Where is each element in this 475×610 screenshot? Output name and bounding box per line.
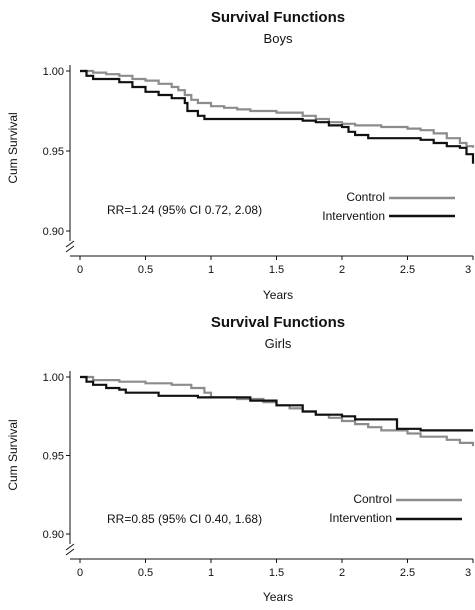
legend-label-control: Control bbox=[353, 492, 392, 506]
rr-annotation: RR=0.85 (95% CI 0.40, 1.68) bbox=[107, 512, 262, 526]
y-tick-label: 0.95 bbox=[43, 451, 64, 463]
x-tick-label: 1 bbox=[208, 567, 214, 579]
y-tick-label: 0.90 bbox=[43, 529, 64, 541]
survival-chart-girls: Survival Functions Girls Cum Survival Ye… bbox=[6, 314, 475, 604]
x-tick-label: 3 bbox=[465, 567, 471, 579]
axis-break-mark bbox=[65, 240, 75, 253]
y-axis-label: Cum Survival bbox=[6, 419, 20, 490]
x-tick-label: 2.5 bbox=[400, 264, 415, 276]
x-tick-label: 0 bbox=[77, 567, 83, 579]
series-line-control bbox=[80, 69, 475, 148]
x-axis-label: Years bbox=[263, 288, 293, 300]
legend-label-intervention: Intervention bbox=[322, 209, 385, 223]
x-tick-label: 1.5 bbox=[269, 264, 284, 276]
x-tick-label: 1.5 bbox=[269, 567, 284, 579]
legend-label-control: Control bbox=[346, 190, 385, 204]
series-line-intervention bbox=[80, 375, 473, 432]
series-line-control bbox=[80, 375, 475, 447]
y-ticks: 0.90 0.95 1.00 bbox=[43, 372, 70, 541]
series-line-intervention bbox=[80, 69, 475, 164]
x-tick-label: 1 bbox=[208, 264, 214, 276]
y-tick-label: 1.00 bbox=[43, 372, 64, 384]
x-tick-label: 0.5 bbox=[138, 567, 153, 579]
y-axis-label: Cum Survival bbox=[6, 112, 20, 183]
x-tick-label: 2.5 bbox=[400, 567, 415, 579]
plot-area: 0.90 0.95 1.00 0 0.5 1 1.5 2 2.5 3 bbox=[43, 65, 475, 276]
rr-annotation: RR=1.24 (95% CI 0.72, 2.08) bbox=[107, 203, 262, 217]
x-tick-label: 3 bbox=[465, 264, 471, 276]
chart-subtitle: Girls bbox=[265, 336, 292, 351]
axis-break-mark bbox=[65, 543, 75, 556]
chart-panel-boys: Survival Functions Boys Cum Survival Yea… bbox=[0, 0, 475, 302]
legend-label-intervention: Intervention bbox=[329, 511, 392, 525]
y-tick-label: 0.90 bbox=[43, 226, 64, 238]
x-tick-label: 2 bbox=[339, 264, 345, 276]
x-ticks: 0 0.5 1 1.5 2 2.5 3 bbox=[77, 256, 474, 276]
chart-title: Survival Functions bbox=[211, 314, 345, 331]
chart-title: Survival Functions bbox=[211, 9, 345, 26]
series-group bbox=[80, 375, 475, 447]
x-tick-label: 2 bbox=[339, 567, 345, 579]
x-tick-label: 0 bbox=[77, 264, 83, 276]
x-tick-label: 0.5 bbox=[138, 264, 153, 276]
survival-chart-boys: Survival Functions Boys Cum Survival Yea… bbox=[6, 9, 475, 302]
y-tick-label: 1.00 bbox=[43, 66, 64, 78]
series-group bbox=[80, 69, 475, 164]
chart-subtitle: Boys bbox=[264, 31, 293, 46]
legend: Control Intervention bbox=[322, 190, 455, 223]
x-ticks: 0 0.5 1 1.5 2 2.5 3 bbox=[77, 559, 474, 579]
chart-panel-girls: Survival Functions Girls Cum Survival Ye… bbox=[0, 305, 475, 605]
legend: Control Intervention bbox=[329, 492, 462, 525]
x-axis-label: Years bbox=[263, 590, 293, 604]
y-ticks: 0.90 0.95 1.00 bbox=[43, 66, 70, 238]
plot-area: 0.90 0.95 1.00 0 0.5 1 1.5 2 2.5 3 bbox=[43, 371, 475, 579]
y-tick-label: 0.95 bbox=[43, 146, 64, 158]
